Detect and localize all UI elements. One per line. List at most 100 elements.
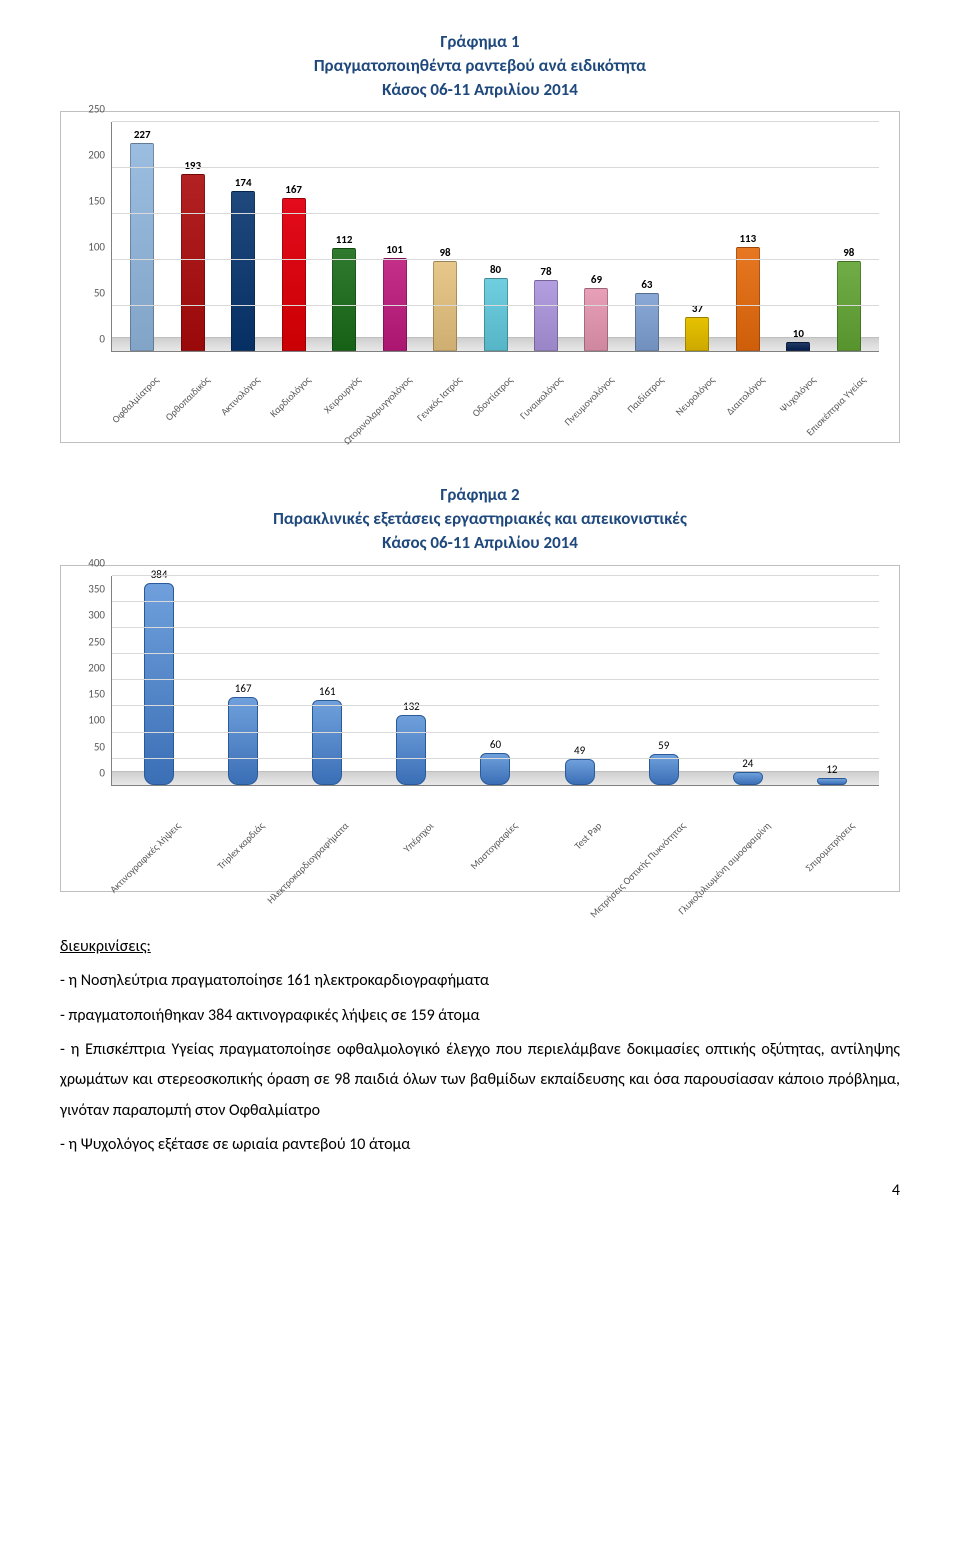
chart-2-bar-wrap: 12: [790, 763, 874, 784]
chart-1-bar: [130, 143, 154, 352]
chart-1-bar: [584, 288, 608, 351]
chart-1-bar-wrap: 63: [622, 278, 672, 351]
chart-1-gridline: [112, 259, 879, 260]
chart-2-bars: 3841671611326049592412: [112, 576, 879, 785]
chart-1-bar: [837, 261, 861, 351]
body-bullet-1: - η Νοσηλεύτρια πραγματοποίησε 161 ηλεκτ…: [60, 966, 900, 996]
chart-1-bar-wrap: 113: [723, 232, 773, 351]
chart-1-bar: [484, 278, 508, 352]
chart-2-title: Γράφημα 2 Παρακλινικές εξετάσεις εργαστη…: [60, 483, 900, 554]
chart-1-bar: [282, 198, 306, 352]
chart-1-gridline: [112, 121, 879, 122]
chart-2-title-line-3: Κάσος 06-11 Απριλίου 2014: [60, 531, 900, 555]
chart-1-bar-wrap: 98: [824, 246, 874, 351]
chart-2-bar-wrap: 132: [369, 700, 453, 784]
chart-1-bar-wrap: 10: [773, 327, 823, 351]
chart-1-bar: [433, 261, 457, 351]
chart-2-ytick: 400: [88, 556, 105, 569]
chart-2-area: 3841671611326049592412: [111, 576, 879, 786]
chart-2-ytick: 100: [88, 714, 105, 727]
chart-1-bar-wrap: 98: [420, 246, 470, 351]
chart-2-bar: [228, 697, 258, 785]
chart-1-xlabels: ΟφθαλμίατροςΟρθοπαιδικόςΑκτινολόγοςΚαρδι…: [111, 352, 879, 437]
body-bullet-3: - η Επισκέπτρια Υγείας πραγματοποίησε οφ…: [60, 1035, 900, 1126]
chart-1-ytick: 200: [88, 149, 105, 162]
chart-2-bar: [733, 772, 763, 785]
chart-2-value-label: 161: [319, 685, 336, 698]
chart-1-bar: [786, 342, 810, 351]
chart-2-gridline: [112, 601, 879, 602]
chart-1-value-label: 80: [490, 263, 501, 276]
chart-2-gridline: [112, 705, 879, 706]
chart-2-bar: [396, 715, 426, 784]
chart-1-ytick: 150: [88, 195, 105, 208]
chart-1-plot: 050100150200250 227193174167112101988078…: [71, 122, 889, 352]
chart-2-gridline: [112, 575, 879, 576]
chart-1-bar-wrap: 37: [672, 302, 722, 351]
chart-2-plot: 050100150200250300350400 384167161132604…: [71, 576, 889, 786]
chart-1-title-line-1: Γράφημα 1: [60, 30, 900, 54]
chart-2-bar-wrap: 24: [706, 757, 790, 785]
chart-1-bar: [685, 317, 709, 351]
chart-1-box: 050100150200250 227193174167112101988078…: [60, 111, 900, 443]
chart-1-value-label: 174: [235, 176, 252, 189]
chart-2-ytick: 0: [99, 766, 105, 779]
chart-2-bar: [144, 583, 174, 785]
chart-2-ytick: 300: [88, 609, 105, 622]
chart-2-gridline: [112, 732, 879, 733]
chart-1-area: 2271931741671121019880786963371131098: [111, 122, 879, 352]
chart-1-ytick: 100: [88, 241, 105, 254]
chart-1-value-label: 63: [641, 278, 652, 291]
chart-2-value-label: 167: [235, 682, 252, 695]
chart-1-bar-wrap: 193: [167, 159, 217, 352]
chart-2-bar-wrap: 59: [622, 739, 706, 785]
chart-1-bars: 2271931741671121019880786963371131098: [112, 122, 879, 351]
chart-1-bar-wrap: 69: [571, 273, 621, 351]
chart-2-bar-wrap: 161: [285, 685, 369, 785]
chart-2-ytick: 350: [88, 583, 105, 596]
chart-2-yaxis: 050100150200250300350400: [71, 576, 111, 786]
body-bullet-4: - η Ψυχολόγος εξέτασε σε ωριαία ραντεβού…: [60, 1130, 900, 1160]
chart-2-ytick: 200: [88, 661, 105, 674]
chart-2-bar: [565, 759, 595, 785]
chart-1-bar-wrap: 227: [117, 128, 167, 352]
chart-2-bar-wrap: 167: [201, 682, 285, 785]
chart-2-xlabel: Σπιρομετρήσεις: [814, 786, 944, 916]
chart-1-value-label: 98: [439, 246, 450, 259]
page-number: 4: [60, 1181, 900, 1200]
chart-1-gridline: [112, 167, 879, 168]
chart-2-ytick: 150: [88, 688, 105, 701]
chart-1-value-label: 69: [591, 273, 602, 286]
chart-1-value-label: 113: [739, 232, 756, 245]
chart-1-bar: [736, 247, 760, 351]
chart-2-value-label: 59: [658, 739, 669, 752]
chart-1-bar: [635, 293, 659, 351]
chart-1-title: Γράφημα 1 Πραγματοποιηθέντα ραντεβού ανά…: [60, 30, 900, 101]
chart-2-title-line-1: Γράφημα 2: [60, 483, 900, 507]
chart-1-bar-wrap: 167: [268, 183, 318, 352]
chart-1-ytick: 50: [94, 287, 105, 300]
chart-2-gridline: [112, 758, 879, 759]
chart-1-title-line-3: Κάσος 06-11 Απριλίου 2014: [60, 78, 900, 102]
chart-1-value-label: 101: [386, 243, 403, 256]
chart-1-bar-wrap: 80: [470, 263, 520, 352]
chart-1-value-label: 112: [336, 233, 353, 246]
chart-2-value-label: 132: [403, 700, 420, 713]
chart-2-value-label: 60: [490, 738, 501, 751]
chart-1-bar: [181, 174, 205, 352]
chart-1-bar: [332, 248, 356, 351]
chart-2-section: Γράφημα 2 Παρακλινικές εξετάσεις εργαστη…: [60, 483, 900, 891]
chart-1-ytick: 0: [99, 333, 105, 346]
chart-2-gridline: [112, 653, 879, 654]
chart-2-bar: [817, 778, 847, 784]
chart-2-title-line-2: Παρακλινικές εξετάσεις εργαστηριακές και…: [60, 507, 900, 531]
chart-1-bar: [231, 191, 255, 351]
body-text: διευκρινίσεις: - η Νοσηλεύτρια πραγματοπ…: [60, 932, 900, 1161]
chart-1-value-label: 167: [285, 183, 302, 196]
chart-1-yaxis: 050100150200250: [71, 122, 111, 352]
chart-1-value-label: 227: [134, 128, 151, 141]
chart-1-gridline: [112, 305, 879, 306]
chart-1-title-line-2: Πραγματοποιηθέντα ραντεβού ανά ειδικότητ…: [60, 54, 900, 78]
chart-2-bar-wrap: 60: [453, 738, 537, 785]
chart-2-value-label: 12: [826, 763, 837, 776]
